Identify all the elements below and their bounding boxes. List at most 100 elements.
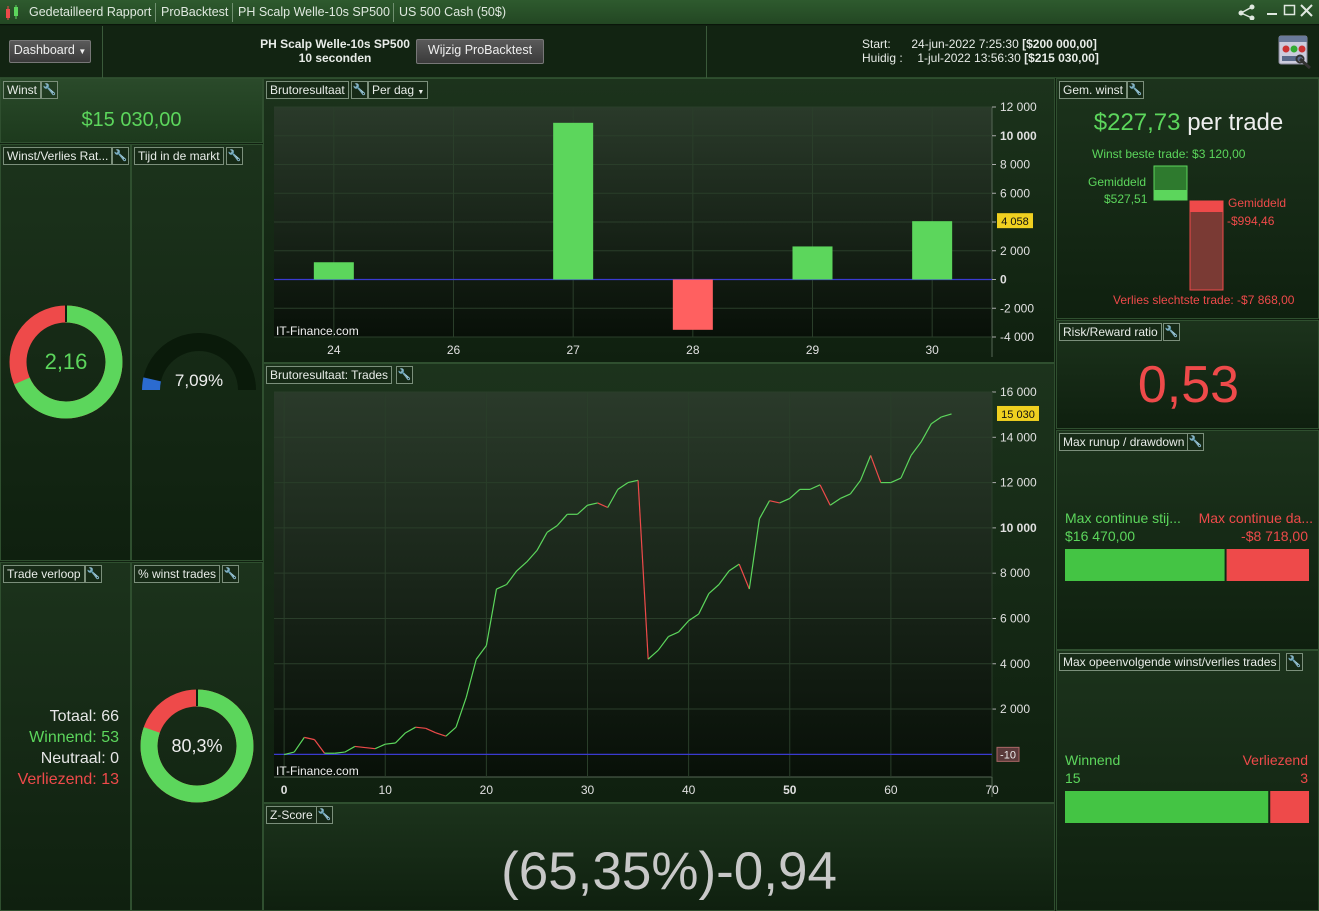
wrench-icon[interactable]: 🔧: [1286, 653, 1303, 671]
dashboard-settings-icon[interactable]: [1278, 35, 1312, 72]
tab-instrument[interactable]: US 500 Cash (50$): [399, 5, 507, 19]
equity-segment: [415, 726, 426, 729]
y-tick-label: -2 000: [1000, 301, 1034, 315]
wrench-icon[interactable]: 🔧: [1127, 81, 1144, 99]
wrench-icon[interactable]: 🔧: [351, 81, 368, 99]
equity-segment: [688, 613, 700, 622]
wrench-icon[interactable]: 🔧: [396, 366, 413, 384]
equity-segment: [455, 697, 467, 728]
timeframe: 10 seconden: [298, 51, 372, 65]
panel-title: Z-Score: [266, 806, 317, 824]
profit-panel: Winst 🔧 $15 030,00: [0, 78, 263, 143]
x-tick-label: 50: [783, 783, 797, 797]
consecutive-loss-label: Verliezend: [1242, 752, 1308, 768]
x-tick-label: 26: [447, 343, 461, 357]
equity-segment: [870, 455, 882, 483]
consecutive-loss-value: 3: [1300, 770, 1308, 786]
consecutive-win-label: Winnend: [1065, 752, 1121, 768]
win-percentage-donut: [140, 689, 254, 803]
panel-title: Brutoresultaat: [266, 81, 349, 99]
tab-detailed-report[interactable]: Gedetailleerd Rapport: [29, 5, 152, 19]
equity-segment: [394, 732, 406, 744]
modify-probacktest-button[interactable]: Wijzig ProBacktest: [416, 39, 544, 64]
x-tick-label: 60: [884, 783, 898, 797]
title-bar: Gedetailleerd Rapport ProBacktest PH Sca…: [0, 0, 1319, 25]
avg-win-label: Gemiddeld: [1088, 175, 1147, 189]
start-capital: [$200 000,00]: [1022, 37, 1097, 51]
bar: [672, 279, 713, 330]
bar: [553, 122, 594, 280]
equity-segment: [304, 736, 315, 741]
y-tick-label: 16 000: [1000, 385, 1037, 399]
gauge-fill: [142, 377, 162, 391]
chart-watermark: IT-Finance.com: [276, 324, 359, 338]
panel-title: Max opeenvolgende winst/verlies trades: [1059, 653, 1281, 671]
max-drawdown-value: -$8 718,00: [1241, 528, 1308, 544]
wrench-icon[interactable]: 🔧: [112, 147, 129, 165]
share-icon[interactable]: [1237, 4, 1257, 24]
equity-segment: [425, 727, 437, 734]
equity-segment: [890, 477, 902, 484]
zero-value-label: -10: [1000, 749, 1016, 761]
win-percentage-value: 80,3%: [171, 736, 223, 756]
wrench-icon[interactable]: 🔧: [226, 147, 243, 165]
max-drawdown-label: Max continue da...: [1198, 510, 1313, 526]
last-value-label: 4 058: [1001, 216, 1029, 228]
equity-segment: [748, 518, 761, 590]
last-value-marker: [997, 213, 1033, 229]
y-tick-label: 0: [1000, 273, 1007, 287]
equity-segment: [283, 751, 295, 756]
trade-flow-panel: Trade verloop 🔧 Totaal: 66 Winnend: 53 N…: [0, 562, 131, 911]
maximize-icon[interactable]: [1283, 2, 1296, 22]
bar: [313, 262, 354, 280]
equity-segment: [930, 416, 942, 425]
equity-segment: [920, 423, 932, 443]
best-trade: Winst beste trade: $3 120,00: [1092, 147, 1246, 161]
close-icon[interactable]: [1300, 2, 1313, 22]
y-tick-label: 10 000: [1000, 129, 1037, 143]
equity-segment: [637, 480, 649, 660]
equity-segment: [385, 742, 396, 745]
panel-title: Max runup / drawdown: [1059, 433, 1189, 451]
equity-segment: [587, 502, 598, 506]
trade-flow-losing: Verliezend: 13: [17, 771, 119, 788]
wrench-icon[interactable]: 🔧: [1163, 323, 1180, 341]
equity-segment: [597, 502, 608, 509]
header-bar: Dashboard ▼ PH Scalp Welle-10s SP500 10 …: [0, 26, 1319, 78]
equity-segment: [647, 649, 659, 660]
minimize-icon[interactable]: [1266, 2, 1278, 22]
equity-segment: [313, 739, 326, 754]
y-tick-label: 8 000: [1000, 158, 1030, 172]
equity-segment: [607, 489, 619, 508]
bar: [912, 221, 953, 280]
gross-daily-panel: Brutoresultaat 🔧 Per dag ▼ -4 000 -2 000 0…: [263, 78, 1055, 363]
y-tick-label: 12 000: [1000, 100, 1037, 114]
tab-probacktest[interactable]: ProBacktest: [161, 5, 229, 19]
trade-flow-neutral: Neutraal: 0: [40, 750, 119, 767]
wrench-icon[interactable]: 🔧: [316, 806, 333, 824]
win-streak-segment: [1065, 791, 1269, 823]
wrench-icon[interactable]: 🔧: [222, 565, 239, 583]
equity-segment: [445, 726, 457, 737]
tab-strategy[interactable]: PH Scalp Welle-10s SP500: [238, 5, 390, 19]
equity-segment: [789, 488, 801, 499]
equity-segment: [354, 745, 366, 749]
average-win-value: $227,73: [1093, 109, 1181, 136]
wrench-icon[interactable]: 🔧: [85, 565, 102, 583]
z-score-value: (65,35%)-0,94: [501, 842, 837, 901]
wrench-icon[interactable]: 🔧: [41, 81, 58, 99]
y-tick-label: 8 000: [1000, 566, 1030, 580]
y-tick-label: 10 000: [1000, 521, 1037, 535]
dashboard-dropdown[interactable]: Dashboard ▼: [9, 40, 91, 63]
x-tick-label: 28: [686, 343, 700, 357]
trade-flow-winning: Winnend: 53: [29, 729, 119, 746]
drawdown-segment: [1226, 549, 1309, 581]
period-dropdown[interactable]: Per dag ▼: [368, 81, 429, 99]
equity-segment: [334, 751, 345, 754]
wrench-icon[interactable]: 🔧: [1187, 433, 1204, 451]
risk-reward-value: 0,53: [1137, 356, 1240, 414]
equity-segment: [728, 563, 740, 572]
equity-segment: [708, 584, 720, 595]
equity-segment: [738, 563, 750, 590]
max-consecutive-panel: Max opeenvolgende winst/verlies trades 🔧…: [1056, 650, 1319, 911]
